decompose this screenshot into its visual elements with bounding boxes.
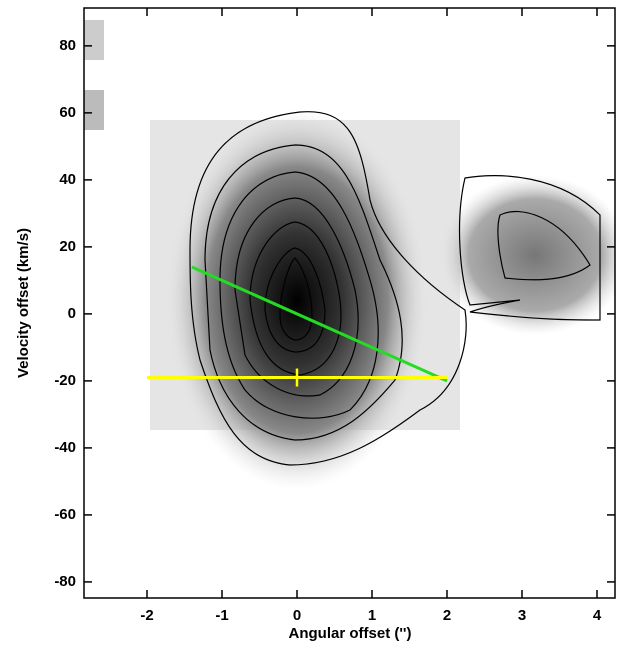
- y-tick-label: 80: [59, 37, 76, 54]
- emission-patch: [84, 90, 104, 130]
- line: [191, 265, 448, 383]
- x-tick-label: -1: [215, 607, 228, 624]
- y-tick-label: -40: [54, 439, 76, 456]
- intensity-map: [84, 20, 615, 490]
- x-tick-label: -2: [140, 607, 153, 624]
- y-axis-label: Velocity offset (km/s): [15, 228, 32, 378]
- y-tick-label: -60: [54, 506, 76, 523]
- emission-side: [440, 175, 615, 335]
- y-tick-label: 40: [59, 171, 76, 188]
- x-tick-label: 3: [518, 607, 526, 624]
- y-tick-label: -80: [54, 573, 76, 590]
- x-tick-label: 4: [593, 607, 602, 624]
- y-tick-label: 60: [59, 104, 76, 121]
- x-tick-label: 2: [443, 607, 451, 624]
- x-axis-label: Angular offset (''): [289, 625, 412, 642]
- y-tick-label: 0: [68, 305, 76, 322]
- y-tick-label: -20: [54, 372, 76, 389]
- y-tick-label: 20: [59, 238, 76, 255]
- x-tick-label: 1: [368, 607, 376, 624]
- plot-frame: [83, 7, 616, 599]
- emission-patch: [84, 20, 104, 60]
- x-tick-label: 0: [293, 607, 301, 624]
- contours: [189, 111, 601, 466]
